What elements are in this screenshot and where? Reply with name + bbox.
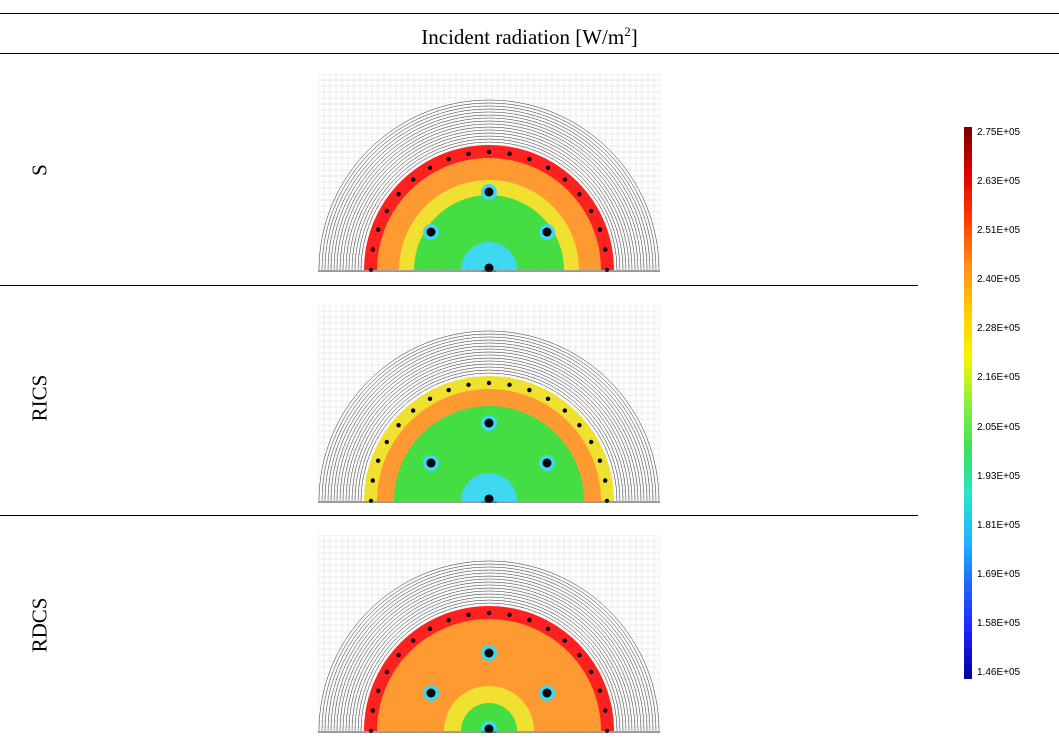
- field-core-region: [394, 406, 584, 501]
- header-title-end: ]: [630, 25, 638, 49]
- column-header: Incident radiation [W/m2]: [0, 18, 1059, 51]
- mesh-arcs: [318, 99, 660, 271]
- rod-holes: [368, 380, 610, 503]
- colorbar: [964, 127, 972, 679]
- row-divider-1: [0, 285, 918, 286]
- contour-panel-rdcs: [318, 535, 660, 733]
- rod-holes: [368, 149, 610, 272]
- row-label-rics: RICS: [27, 374, 52, 422]
- mesh-arcs: [318, 560, 660, 732]
- header-rule: [0, 53, 1059, 54]
- contour-panel-rics: [318, 305, 660, 503]
- field-center-region: [461, 242, 517, 270]
- colorbar-tick-label: 1.69E+05: [977, 568, 1021, 580]
- mesh-arcs: [318, 330, 660, 502]
- colorbar-tick-label: 1.58E+05: [977, 617, 1021, 629]
- colorbar-tick-label: 2.51E+05: [977, 225, 1021, 237]
- rod-holes: [368, 610, 610, 733]
- colorbar-tick-label: 2.16E+05: [977, 372, 1021, 384]
- header-superscript: 2: [624, 24, 631, 39]
- header-title-text: Incident radiation [W/m: [421, 25, 625, 49]
- table-top-rule: [0, 13, 1059, 14]
- colorbar-tick-label: 1.81E+05: [977, 519, 1021, 531]
- colorbar-tick-label: 2.75E+05: [977, 127, 1021, 138]
- contour-svg: [318, 535, 660, 733]
- contour-svg: [318, 305, 660, 503]
- contour-panel-s: [318, 74, 660, 272]
- field-center-region: [461, 473, 517, 501]
- row-label-s: S: [27, 164, 52, 176]
- colorbar-tick-label: 1.46E+05: [977, 667, 1021, 678]
- contour-svg: [318, 74, 660, 272]
- colorbar-tick-label: 2.05E+05: [977, 421, 1021, 433]
- row-divider-2: [0, 515, 918, 516]
- colorbar-tick-label: 1.93E+05: [977, 470, 1021, 482]
- field-core-region: [414, 195, 564, 270]
- colorbar-tick-label: 2.63E+05: [977, 176, 1021, 188]
- field-center-region: [461, 703, 517, 731]
- colorbar-tick-label: 2.28E+05: [977, 323, 1021, 335]
- colorbar-tick-label: 2.40E+05: [977, 274, 1021, 286]
- row-label-rdcs: RDCS: [27, 597, 52, 653]
